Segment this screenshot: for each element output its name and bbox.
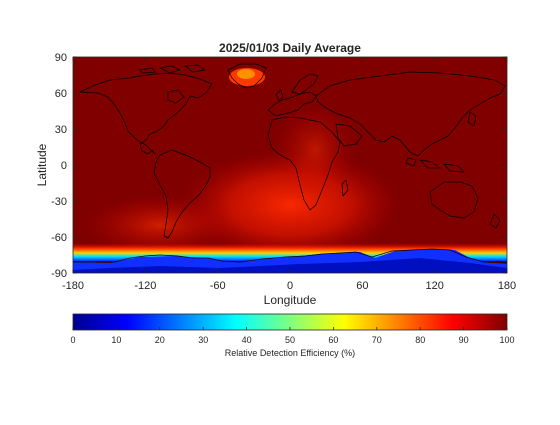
coast-north-america — [79, 72, 213, 155]
x-tick-label: -60 — [210, 280, 226, 292]
coast-japan — [467, 111, 477, 127]
colorbar-tick-label: 90 — [459, 335, 469, 345]
y-tick-label: -60 — [51, 232, 67, 244]
y-axis: 90 60 30 0 -30 -60 -90 — [51, 52, 507, 280]
coast-arabia — [335, 123, 363, 147]
coast-indonesia — [405, 157, 465, 173]
x-tick-label: -180 — [62, 280, 84, 292]
coast-europe — [267, 91, 317, 117]
coast-arctic-islands — [139, 64, 206, 74]
colorbar-label: Relative Detection Efficiency (%) — [225, 348, 355, 358]
chart-title: 2025/01/03 Daily Average — [219, 41, 361, 55]
coast-greenland — [227, 63, 267, 89]
colorbar-tick-label: 30 — [198, 335, 208, 345]
y-tick-label: 30 — [55, 124, 67, 136]
coast-scandinavia — [291, 73, 319, 95]
colorbar-ticks: 0 10 20 30 40 50 60 70 80 90 100 — [70, 327, 515, 345]
map-plot-area — [73, 57, 507, 273]
y-tick-label: -30 — [51, 196, 67, 208]
colorbar-tick-label: 40 — [242, 335, 252, 345]
x-tick-label: 120 — [425, 280, 443, 292]
x-axis-label: Longitude — [264, 293, 317, 307]
coast-africa — [267, 116, 341, 211]
y-tick-label: 0 — [61, 160, 67, 172]
colorbar-tick-label: 50 — [285, 335, 295, 345]
antarctic-deep-interior — [73, 258, 507, 273]
coastlines — [73, 63, 507, 264]
coast-antarctica — [73, 248, 507, 264]
y-tick-label: 90 — [55, 52, 67, 64]
x-tick-label: 180 — [498, 280, 516, 292]
y-tick-label: 60 — [55, 88, 67, 100]
colorbar-tick-label: 20 — [155, 335, 165, 345]
greenland-core — [237, 69, 255, 79]
south-pacific-glow — [85, 195, 235, 255]
coast-hudson-bay — [167, 89, 185, 104]
coast-australia — [429, 181, 479, 219]
x-tick-label: 60 — [356, 280, 368, 292]
y-axis-label: Latitude — [35, 143, 49, 186]
x-axis: -180 -120 -60 0 60 120 180 — [62, 57, 516, 292]
colorbar-tick-label: 60 — [328, 335, 338, 345]
coast-asia — [315, 71, 506, 157]
colorbar-tick-label: 80 — [415, 335, 425, 345]
x-tick-label: -120 — [134, 280, 156, 292]
coast-new-zealand — [489, 213, 501, 229]
colorbar-tick-label: 70 — [372, 335, 382, 345]
x-tick-label: 0 — [287, 280, 293, 292]
colorbar-tick-label: 100 — [499, 335, 514, 345]
colorbar-tick-label: 10 — [111, 335, 121, 345]
coast-madagascar — [341, 179, 349, 197]
coast-south-america — [153, 149, 211, 239]
colorbar-tick-label: 0 — [70, 335, 75, 345]
coast-british-isles — [275, 89, 284, 102]
y-tick-label: -90 — [51, 268, 67, 280]
central-africa-glow — [275, 105, 355, 195]
